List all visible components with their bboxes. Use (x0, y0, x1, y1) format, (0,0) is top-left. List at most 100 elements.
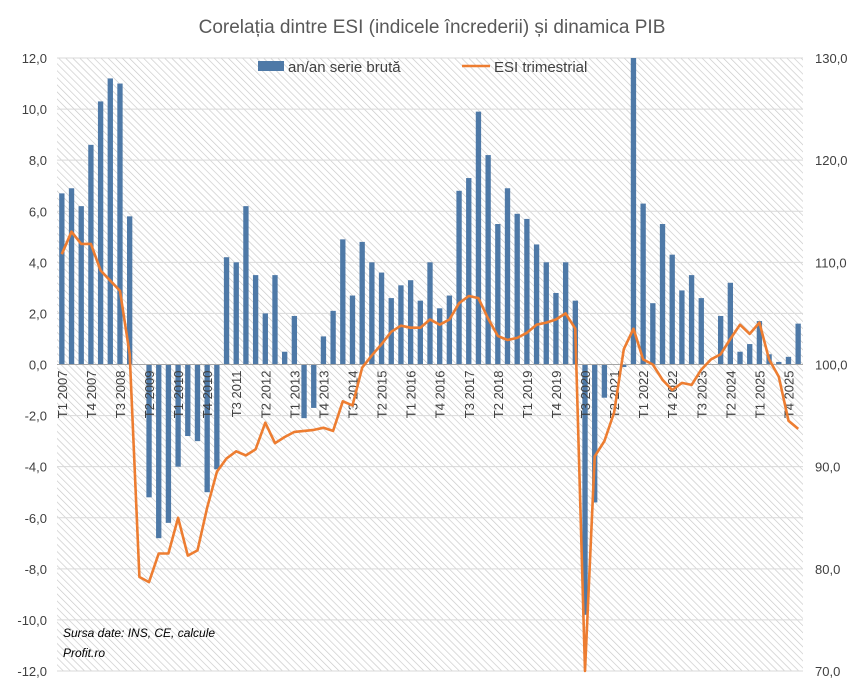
x-tick-label: T3 2011 (229, 371, 244, 418)
bar (88, 145, 93, 365)
legend-bar-label: an/an serie brută (288, 59, 401, 76)
bar (640, 204, 645, 365)
bar (108, 78, 113, 364)
source-line-1: Sursa date: INS, CE, calcule (63, 626, 215, 640)
bar (379, 273, 384, 365)
bar (737, 352, 742, 365)
x-tick-label: T1 2019 (520, 371, 535, 419)
bar (243, 206, 248, 364)
x-tick-label: T4 2007 (84, 371, 99, 419)
bar (340, 239, 345, 364)
legend-bar-swatch (258, 61, 284, 71)
bar (292, 316, 297, 365)
bar (360, 242, 365, 365)
bar (350, 296, 355, 365)
bar (689, 275, 694, 364)
bar (437, 308, 442, 364)
y-left-tick-label: -4,0 (25, 460, 47, 475)
y-left-tick-label: 0,0 (29, 358, 47, 373)
y-right-tick-label: 80,0 (815, 562, 840, 577)
x-tick-label: T1 2016 (404, 371, 419, 419)
bar (369, 262, 374, 364)
y-left-tick-label: 12,0 (22, 51, 47, 66)
x-tick-label: T4 2016 (433, 371, 448, 419)
bar (534, 244, 539, 364)
bar (466, 178, 471, 364)
y-left-tick-label: 10,0 (22, 102, 47, 117)
bar (408, 280, 413, 364)
x-tick-label: T1 2007 (55, 371, 70, 419)
x-tick-label: T3 2014 (345, 371, 360, 419)
y-left-tick-label: -6,0 (25, 511, 47, 526)
bar (485, 155, 490, 364)
y-right-tick-label: 120,0 (815, 153, 848, 168)
bar (456, 191, 461, 365)
x-tick-label: T2 2009 (142, 371, 157, 419)
x-tick-label: T4 2022 (665, 371, 680, 419)
x-tick-label: T1 2025 (752, 371, 767, 419)
bar (253, 275, 258, 364)
x-tick-label: T2 2012 (258, 371, 273, 419)
bar (670, 255, 675, 365)
bar (59, 193, 64, 364)
bar (418, 301, 423, 365)
x-tick-label: T1 2013 (287, 371, 302, 419)
y-left-tick-label: 2,0 (29, 306, 47, 321)
y-left-tick-label: -10,0 (17, 613, 47, 628)
bar (263, 313, 268, 364)
bar (631, 58, 636, 365)
bar (495, 224, 500, 364)
bar (660, 224, 665, 364)
x-tick-label: T1 2022 (636, 371, 651, 419)
y-left-tick-label: 6,0 (29, 204, 47, 219)
bar (79, 206, 84, 364)
bar (699, 298, 704, 364)
y-right-tick-label: 130,0 (815, 51, 848, 66)
bar (718, 316, 723, 365)
chart-title: Corelația dintre ESI (indicele încrederi… (199, 17, 666, 38)
bar (544, 262, 549, 364)
bar (330, 311, 335, 365)
x-tick-label: T3 2020 (578, 371, 593, 419)
bar (524, 219, 529, 365)
bar (224, 257, 229, 364)
x-tick-label: T4 2013 (316, 371, 331, 419)
x-tick-label: T2 2015 (375, 371, 390, 419)
bar (98, 101, 103, 364)
bar (795, 324, 800, 365)
bar (786, 357, 791, 365)
x-tick-label: T3 2008 (113, 371, 128, 419)
bar (69, 188, 74, 364)
y-right-tick-label: 100,0 (815, 358, 848, 373)
bar (679, 290, 684, 364)
y-left-tick-label: -2,0 (25, 409, 47, 424)
y-left-tick-label: -12,0 (17, 664, 47, 679)
bar (234, 262, 239, 364)
x-tick-label: T1 2010 (171, 371, 186, 419)
bar (515, 214, 520, 365)
y-left-tick-label: 8,0 (29, 153, 47, 168)
bar (476, 112, 481, 365)
y-right-tick-label: 70,0 (815, 664, 840, 679)
bar (282, 352, 287, 365)
bar (117, 84, 122, 365)
bar (650, 303, 655, 364)
bar (427, 262, 432, 364)
legend-line-label: ESI trimestrial (494, 59, 587, 76)
source-line-2: Profit.ro (63, 646, 105, 660)
x-tick-label: T3 2017 (462, 371, 477, 419)
y-right-tick-label: 110,0 (815, 255, 847, 270)
bar (747, 344, 752, 364)
y-left-tick-label: -8,0 (25, 562, 47, 577)
bar (728, 283, 733, 365)
bar (553, 293, 558, 365)
bar (447, 296, 452, 365)
x-tick-label: T2 2018 (491, 371, 506, 419)
x-tick-label: T4 2019 (549, 371, 564, 419)
bar (321, 336, 326, 364)
x-tick-label: T4 2010 (200, 371, 215, 419)
y-right-tick-label: 90,0 (815, 460, 840, 475)
y-left-tick-label: 4,0 (29, 255, 47, 270)
